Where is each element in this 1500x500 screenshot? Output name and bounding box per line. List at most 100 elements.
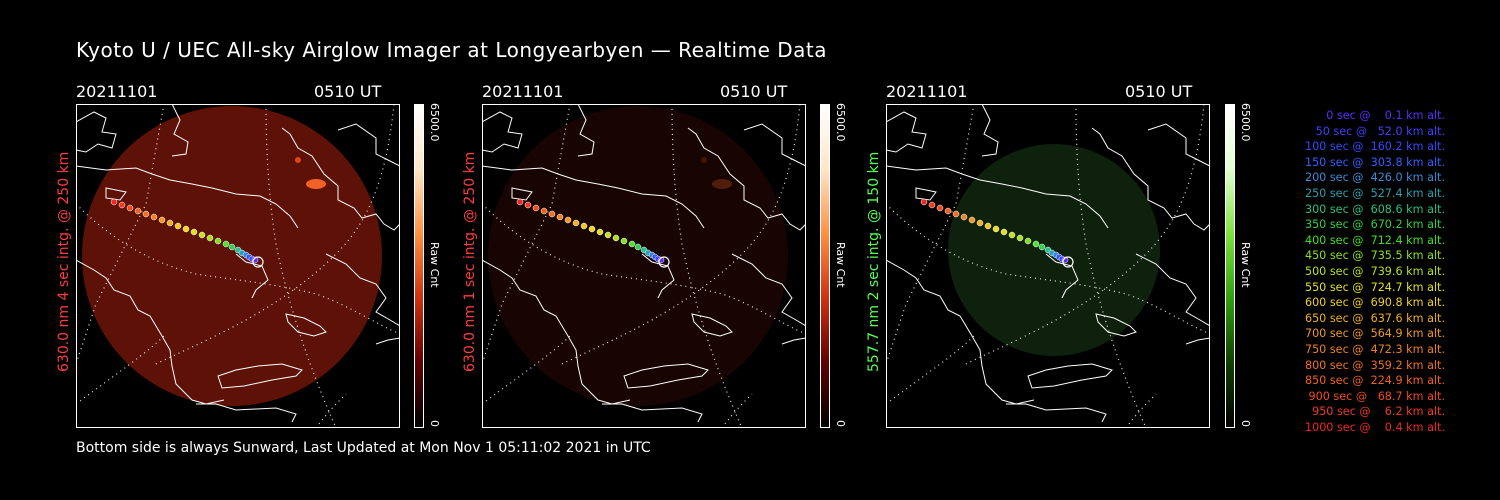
trajectory-point: [206, 234, 214, 242]
trajectory-point: [960, 213, 968, 221]
trajectory-point: [564, 216, 572, 224]
grid-line: [671, 104, 743, 428]
legend-entry: 350 sec @ 670.2 km alt.: [1301, 218, 1445, 232]
coastline: [743, 123, 806, 167]
legend-entry: 50 sec @ 52.0 km alt.: [1308, 124, 1445, 138]
trajectory-point: [1024, 237, 1032, 245]
coastline: [76, 259, 225, 405]
trajectory-point: [222, 240, 230, 248]
legend-entry: 400 sec @ 712.4 km alt.: [1301, 233, 1445, 247]
coastline: [691, 313, 733, 337]
trajectory-point: [968, 216, 976, 224]
coastline: [1135, 253, 1210, 327]
trajectory-point: [936, 204, 944, 212]
trajectory-point: [928, 201, 936, 209]
trajectory-point: [1008, 231, 1016, 239]
coastline: [482, 111, 523, 153]
coastline: [1006, 403, 1107, 423]
station-marker: [658, 256, 670, 268]
trajectory-point: [540, 207, 548, 215]
trajectory-point: [516, 198, 524, 206]
coastline: [281, 127, 400, 231]
trajectory-point: [174, 222, 182, 230]
panel-2-colorbar-unit: Raw Cnt: [834, 242, 847, 288]
panel-3-date: 20211101: [886, 82, 968, 101]
trajectory-point: [150, 213, 158, 221]
coastline: [482, 165, 705, 229]
panel-2-side-label: 630.0 nm 1 sec intg. @ 250 km: [462, 151, 478, 372]
trajectory-point: [182, 225, 190, 233]
legend-entry: 950 sec @ 6.2 km alt.: [1308, 405, 1445, 419]
coastline: [781, 337, 806, 345]
station-marker: [1062, 256, 1074, 268]
trajectory-point: [628, 240, 636, 248]
legend-entry: 200 sec @ 426.0 km alt.: [1301, 171, 1445, 185]
coastline: [1147, 123, 1210, 167]
panel-2-date: 20211101: [482, 82, 564, 101]
trajectory-point: [580, 222, 588, 230]
trajectory-point: [1038, 243, 1046, 251]
coastline: [886, 259, 1035, 405]
trajectory-point: [992, 225, 1000, 233]
panel-1-side-label: 630.0 nm 4 sec intg. @ 250 km: [56, 151, 72, 372]
legend-entry: 900 sec @ 68.7 km alt.: [1304, 389, 1446, 403]
coastline: [482, 259, 631, 405]
trajectory-point: [190, 228, 198, 236]
coastline: [602, 403, 703, 423]
coastline: [687, 127, 806, 231]
coastline: [886, 165, 1109, 229]
trajectory-legend: 0 sec @ 0.1 km alt. 50 sec @ 52.0 km alt…: [1250, 108, 1445, 435]
coastline: [1091, 127, 1210, 231]
legend-entry: 250 sec @ 527.4 km alt.: [1301, 186, 1445, 200]
trajectory-point: [548, 210, 556, 218]
coastline: [511, 187, 533, 201]
trajectory-point: [620, 237, 628, 245]
coastline: [325, 253, 400, 327]
panel-1-date: 20211101: [76, 82, 158, 101]
coastline: [337, 123, 400, 167]
legend-entry: 300 sec @ 608.6 km alt.: [1301, 202, 1445, 216]
panel-2-colorbar-min: 0: [834, 420, 847, 427]
airglow-field: [82, 106, 382, 406]
coastline: [235, 253, 269, 299]
trajectory-point: [524, 201, 532, 209]
legend-entry: 0 sec @ 0.1 km alt.: [1315, 109, 1445, 122]
legend-entry: 650 sec @ 637.6 km alt.: [1301, 311, 1445, 325]
coastline: [375, 337, 400, 345]
coastline: [1045, 253, 1079, 299]
airglow-field: [948, 144, 1160, 356]
page-title: Kyoto U / UEC All-sky Airglow Imager at …: [76, 38, 827, 62]
panel-frame: [482, 104, 806, 428]
trajectory-point: [952, 210, 960, 218]
trajectory-point: [198, 231, 206, 239]
grid-line: [482, 333, 573, 405]
trajectory-point: [604, 231, 612, 239]
coastline: [217, 363, 303, 389]
legend-entry: 150 sec @ 303.8 km alt.: [1301, 155, 1445, 169]
trajectory-point: [214, 237, 222, 245]
panel-3-allsky-image: [886, 104, 1210, 428]
trajectory-point: [110, 198, 118, 206]
legend-entry: 800 sec @ 359.2 km alt.: [1301, 358, 1445, 372]
footer-status: Bottom side is always Sunward, Last Upda…: [76, 440, 651, 456]
grid-line: [76, 104, 165, 365]
coastline: [196, 403, 297, 423]
legend-entry: 550 sec @ 724.7 km alt.: [1301, 280, 1445, 294]
panel-1-colorbar-min: 0: [428, 420, 441, 427]
legend-entry: 750 sec @ 472.3 km alt.: [1301, 342, 1445, 356]
panel-2-time: 0510 UT: [720, 82, 788, 101]
coastline: [76, 111, 117, 153]
panel-1-allsky-image: [76, 104, 400, 428]
grid-line: [482, 104, 571, 365]
trajectory-point: [596, 228, 604, 236]
panel-3-time: 0510 UT: [1125, 82, 1193, 101]
coastline: [623, 363, 709, 389]
coastline: [105, 187, 127, 201]
trajectory-point: [158, 216, 166, 224]
legend-entry: 450 sec @ 735.5 km alt.: [1301, 249, 1445, 263]
legend-entry: 600 sec @ 690.8 km alt.: [1301, 296, 1445, 310]
airglow-field: [488, 106, 788, 406]
legend-entry: 500 sec @ 739.6 km alt.: [1301, 264, 1445, 278]
aurora-patch: [306, 179, 326, 189]
coastline: [641, 253, 675, 299]
